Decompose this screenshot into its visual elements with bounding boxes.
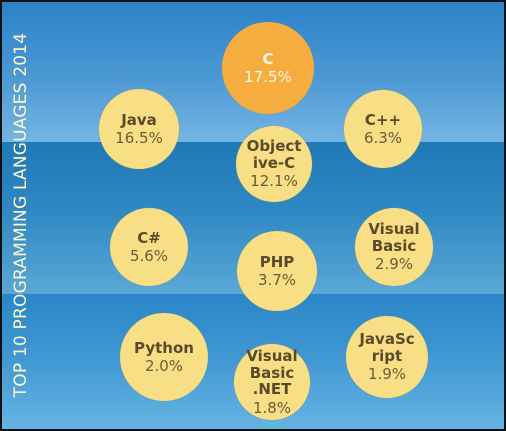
bubble-label-objective-c: Object ive-C <box>246 137 302 172</box>
bubble-content-python: Python 2.0% <box>134 338 194 375</box>
bubble-content-objective-c: Object ive-C 12.1% <box>247 138 302 190</box>
bubble-value-python: 2.0% <box>144 357 184 375</box>
bubble-content-visual-basic-net: Visual Basic .NET 1.8% <box>246 348 297 416</box>
bubble-value-c: 17.5% <box>244 68 292 86</box>
bubble-value-java: 16.5% <box>115 129 163 147</box>
bubble-label-javascript: JavaSc ript <box>359 330 415 365</box>
bubble-content-javascript: JavaSc ript 1.9% <box>359 331 414 383</box>
bubble-value-cpp: 6.3% <box>363 129 403 147</box>
bubble-content-visual-basic: Visual Basic 2.9% <box>368 221 419 273</box>
bubble-value-visual-basic: 2.9% <box>374 255 414 274</box>
bubble-content-c: C 17.5% <box>244 49 292 86</box>
bubble-php: PHP 3.7% <box>237 231 317 311</box>
bubble-content-java: Java 16.5% <box>115 110 163 147</box>
bubble-label-cpp: C++ <box>364 110 402 129</box>
bubble-label-visual-basic: Visual Basic <box>368 220 420 255</box>
bubble-content-cpp: C++ 6.3% <box>363 110 403 147</box>
bubble-content-csharp: C# 5.6% <box>129 228 169 265</box>
bubble-java: Java 16.5% <box>99 89 179 169</box>
chart-title: TOP 10 PROGRAMMING LANGUAGES 2014 <box>11 32 31 398</box>
bubble-value-javascript: 1.9% <box>367 365 407 384</box>
bubble-value-csharp: 5.6% <box>129 247 169 265</box>
bubble-python: Python 2.0% <box>120 313 208 401</box>
bubble-label-php: PHP <box>259 252 295 271</box>
bubble-cpp: C++ 6.3% <box>344 90 422 168</box>
bubble-value-visual-basic-net: 1.8% <box>252 398 292 417</box>
bubble-label-c: C <box>262 49 274 68</box>
bubble-label-visual-basic-net: Visual Basic .NET <box>246 347 298 398</box>
bubble-label-csharp: C# <box>137 228 161 247</box>
bubble-c: C 17.5% <box>222 22 314 114</box>
bubble-csharp: C# 5.6% <box>110 208 188 286</box>
bubble-visual-basic: Visual Basic 2.9% <box>355 208 433 286</box>
bubble-javascript: JavaSc ript 1.9% <box>346 316 428 398</box>
bubble-label-python: Python <box>134 338 194 357</box>
bubble-value-objective-c: 12.1% <box>250 172 298 191</box>
bubble-content-php: PHP 3.7% <box>257 252 297 289</box>
bubble-visual-basic-net: Visual Basic .NET 1.8% <box>234 344 310 420</box>
bubble-label-java: Java <box>121 110 157 129</box>
bubble-objective-c: Object ive-C 12.1% <box>236 126 312 202</box>
bubble-value-php: 3.7% <box>257 271 297 289</box>
